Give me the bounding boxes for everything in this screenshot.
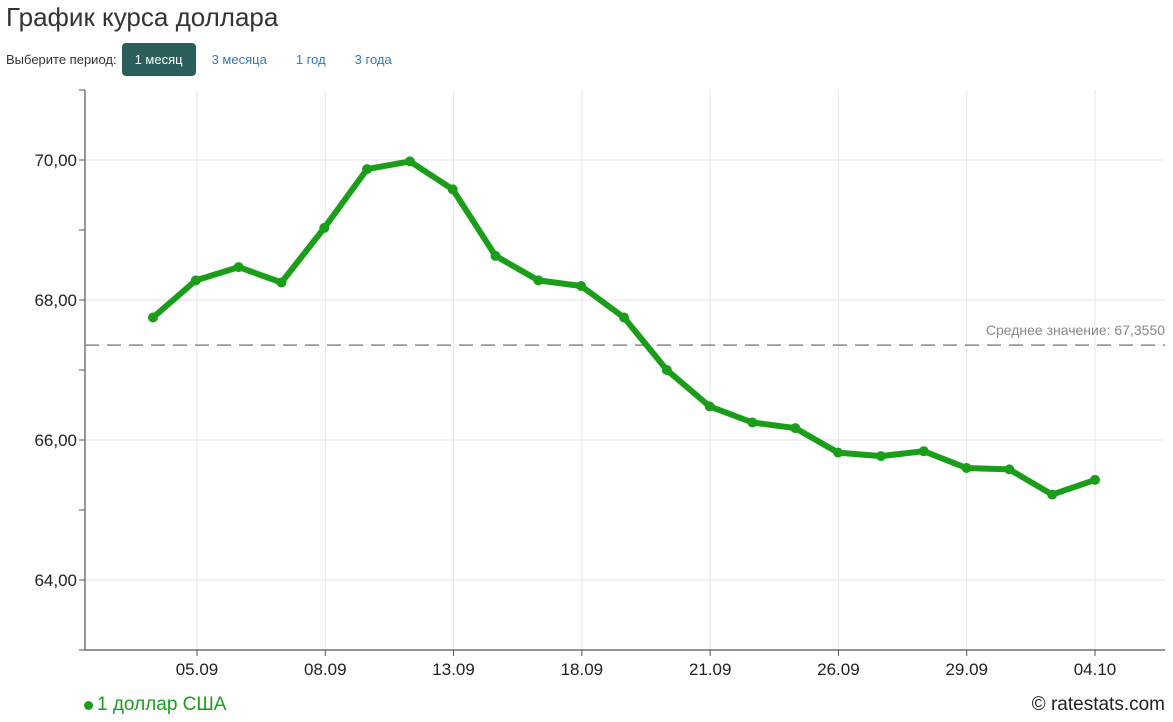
x-tick-label: 26.09 xyxy=(817,660,860,679)
data-point[interactable] xyxy=(961,463,972,473)
x-tick-label: 21.09 xyxy=(689,660,732,679)
data-point[interactable] xyxy=(319,222,330,233)
data-point[interactable] xyxy=(1047,489,1058,500)
grid xyxy=(85,90,1165,650)
data-point[interactable] xyxy=(747,417,758,428)
x-tick-label: 08.09 xyxy=(304,660,347,679)
data-point[interactable] xyxy=(276,277,287,288)
x-tick-label: 04.10 xyxy=(1074,660,1117,679)
data-point[interactable] xyxy=(619,312,629,323)
legend-marker xyxy=(84,700,93,710)
data-point[interactable] xyxy=(148,312,158,323)
y-tick-label: 66,00 xyxy=(34,431,77,450)
data-point[interactable] xyxy=(447,184,458,195)
legend[interactable]: 1 доллар США xyxy=(84,694,226,716)
data-point[interactable] xyxy=(790,423,801,434)
period-button-3-months[interactable]: 3 месяца xyxy=(211,51,267,67)
x-tick-label: 05.09 xyxy=(176,660,219,679)
data-point[interactable] xyxy=(918,446,929,457)
data-point[interactable] xyxy=(1004,464,1015,475)
y-tick-labels: 64,00 66,00 68,00 70,00 xyxy=(34,151,77,590)
period-button-1-month[interactable]: 1 месяц xyxy=(121,42,196,76)
data-point[interactable] xyxy=(362,164,373,175)
data-point[interactable] xyxy=(661,365,672,375)
copyright[interactable]: © ratestats.com xyxy=(1031,694,1165,715)
legend-label: 1 доллар США xyxy=(97,694,227,715)
x-tick-label: 29.09 xyxy=(945,660,988,679)
y-tick-label: 68,00 xyxy=(34,291,77,310)
period-selector: Выберите период: 1 месяц 3 месяца 1 год … xyxy=(6,42,408,76)
average-label: Среднее значение: 67,3550 xyxy=(986,322,1165,338)
data-point[interactable] xyxy=(190,275,201,286)
period-label: Выберите период: xyxy=(6,51,117,67)
data-point[interactable] xyxy=(404,156,415,167)
y-tick-label: 70,00 xyxy=(34,151,77,170)
axes xyxy=(79,89,1165,656)
page-title: График курса доллара xyxy=(6,2,279,32)
series-line xyxy=(150,158,1098,498)
data-point[interactable] xyxy=(233,262,244,273)
data-point[interactable] xyxy=(1090,474,1100,485)
data-point[interactable] xyxy=(490,250,501,261)
period-button-1-year[interactable]: 1 год xyxy=(295,51,326,67)
period-button-3-years[interactable]: 3 года xyxy=(354,51,392,67)
data-point[interactable] xyxy=(704,401,715,412)
x-tick-label: 13.09 xyxy=(432,660,475,679)
series-usd xyxy=(148,156,1100,500)
x-tick-label: 18.09 xyxy=(561,660,604,679)
data-point[interactable] xyxy=(875,451,886,462)
x-tick-labels: 05.09 08.09 13.09 18.09 21.09 26.09 29.09 04.10 xyxy=(176,660,1117,679)
data-point[interactable] xyxy=(576,281,587,291)
data-point[interactable] xyxy=(533,275,544,286)
y-tick-label: 64,00 xyxy=(34,571,77,590)
data-point[interactable] xyxy=(833,447,844,458)
average-line-group: Среднее значение: 67,3550 xyxy=(85,322,1165,346)
